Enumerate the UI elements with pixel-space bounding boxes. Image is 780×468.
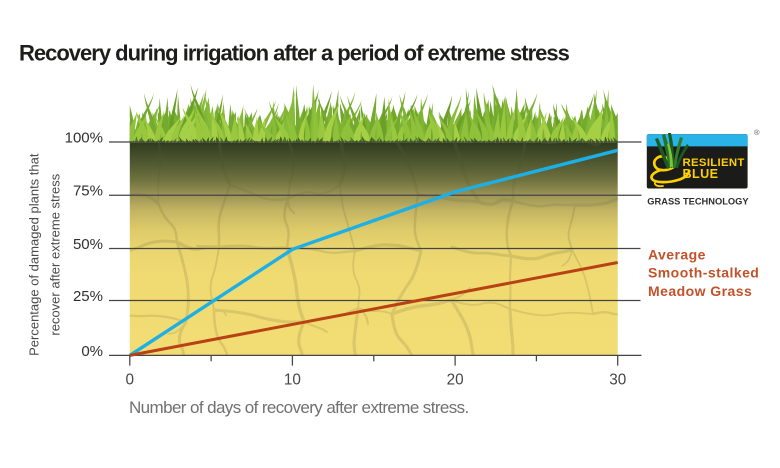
svg-text:Recovery during irrigation aft: Recovery during irrigation after a perio… bbox=[19, 40, 570, 65]
svg-text:Smooth-stalked: Smooth-stalked bbox=[648, 265, 759, 281]
svg-text:Meadow Grass: Meadow Grass bbox=[648, 283, 752, 299]
svg-text:75%: 75% bbox=[73, 183, 103, 200]
svg-text:recover after extreme stress: recover after extreme stress bbox=[48, 173, 63, 335]
svg-text:Average: Average bbox=[648, 247, 706, 263]
svg-text:100%: 100% bbox=[65, 130, 103, 147]
svg-text:RESILIENT: RESILIENT bbox=[683, 157, 745, 169]
svg-text:GRASS TECHNOLOGY: GRASS TECHNOLOGY bbox=[647, 196, 749, 206]
svg-text:Percentage of damaged plants t: Percentage of damaged plants that bbox=[27, 153, 42, 356]
svg-text:BLUE: BLUE bbox=[683, 167, 719, 181]
svg-text:Number of days of recovery aft: Number of days of recovery after extreme… bbox=[129, 398, 469, 417]
svg-text:20: 20 bbox=[447, 371, 464, 388]
svg-text:0%: 0% bbox=[81, 343, 103, 360]
svg-text:®: ® bbox=[754, 128, 760, 137]
svg-text:30: 30 bbox=[609, 371, 626, 388]
svg-text:25%: 25% bbox=[73, 288, 103, 305]
svg-text:50%: 50% bbox=[73, 236, 103, 253]
svg-text:0: 0 bbox=[126, 371, 135, 388]
svg-text:10: 10 bbox=[284, 371, 301, 388]
